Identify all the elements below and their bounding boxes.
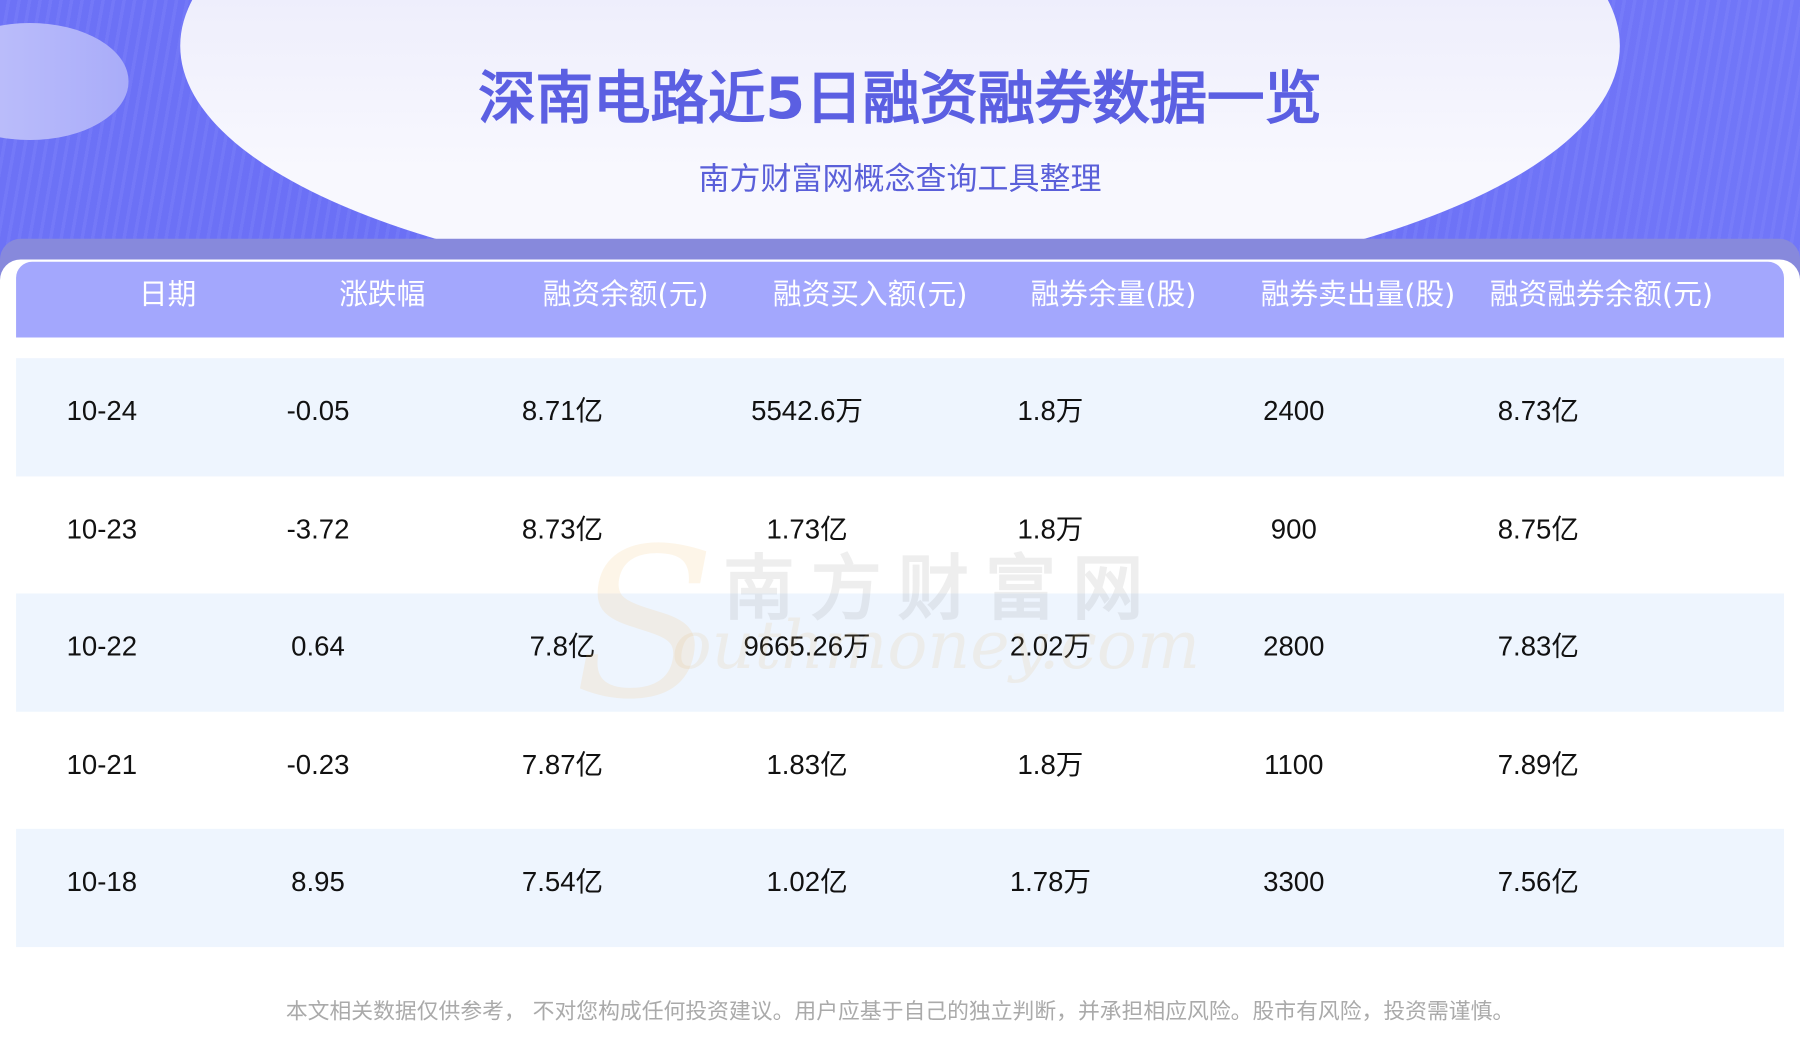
table-row: 10-24 -0.05 8.71亿 5542.6万 1.8万 2400 8.73亿 [16, 358, 1784, 476]
table-cell: 1.8万 [1017, 396, 1084, 428]
table-cell: 2800 [1263, 631, 1325, 663]
table-cell: 3300 [1263, 867, 1325, 899]
table-cell: 1.73亿 [766, 513, 848, 545]
column-header: 融券卖出量(股) [1260, 277, 1456, 312]
table-header: 日期 涨跌幅 融资余额(元) 融资买入额(元) 融券余量(股) 融券卖出量(股) 融资融券余… [16, 261, 1784, 338]
table-cell: 8.73亿 [521, 513, 604, 545]
table-row: 10-18 8.95 7.54亿 1.02亿 1.78万 3300 7.56亿 [16, 829, 1784, 948]
column-header: 融资余额(元) [542, 277, 709, 312]
table-cell: 7.54亿 [521, 867, 604, 899]
table-body: 10-24 -0.05 8.71亿 5542.6万 1.8万 2400 8.73亿 10-23… [16, 358, 1784, 948]
table-cell: 10-22 [66, 631, 138, 663]
page-subtitle: 南方财富网概念查询工具整理 [698, 161, 1102, 198]
table-cell: 7.83亿 [1497, 631, 1579, 663]
table-cell: 7.8亿 [529, 631, 596, 663]
table-cell: 8.71亿 [521, 396, 604, 428]
column-header: 融资买入额(元) [772, 277, 968, 312]
table-cell: 7.87亿 [521, 749, 604, 781]
table-cell: 7.89亿 [1497, 749, 1579, 781]
column-header: 融券余量(股) [1030, 277, 1197, 312]
table-cell: 10-21 [66, 749, 138, 781]
table-cell: 10-18 [66, 867, 138, 899]
table-cell: 1.83亿 [766, 749, 848, 781]
table-cell: 1.8万 [1017, 513, 1084, 545]
disclaimer: 本文相关数据仅供参考， 不对您构成任何投资建议。用户应基于自己的独立判断，并承担… [285, 998, 1515, 1025]
table-cell: 2.02万 [1009, 631, 1092, 663]
table-row: 10-22 0.64 7.8亿 9665.26万 2.02万 2800 7.83亿 [16, 593, 1784, 712]
column-header: 日期 [138, 277, 197, 312]
table-cell: 1100 [1264, 749, 1324, 781]
table-cell: 8.73亿 [1497, 396, 1579, 428]
table-cell: 7.56亿 [1497, 867, 1579, 899]
table-cell: 9665.26万 [743, 631, 871, 663]
table-cell: 10-23 [66, 513, 138, 545]
table-cell: 1.02亿 [766, 867, 848, 899]
table-cell: -3.72 [286, 513, 350, 545]
table-cell: 10-24 [66, 396, 138, 428]
table-cell: 1.8万 [1017, 749, 1084, 781]
table-cell: 8.75亿 [1497, 513, 1579, 545]
table-cell: 2400 [1263, 396, 1325, 428]
page-title: 深南电路近5日融资融券数据一览 [478, 65, 1322, 133]
table-cell: -0.05 [286, 396, 350, 428]
column-header: 涨跌幅 [339, 277, 426, 312]
table-cell: 0.64 [291, 631, 345, 663]
table-cell: 900 [1270, 513, 1317, 545]
table-cell: 1.78万 [1009, 867, 1092, 899]
table-row: 10-23 -3.72 8.73亿 1.73亿 1.8万 900 8.75亿 [16, 476, 1784, 594]
table-cell: -0.23 [286, 749, 350, 781]
column-header: 融资融券余额(元) [1489, 277, 1714, 312]
table-cell: 5542.6万 [751, 396, 863, 428]
table-cell: 8.95 [291, 867, 345, 899]
table-row: 10-21 -0.23 7.87亿 1.83亿 1.8万 1100 7.89亿 [16, 712, 1784, 830]
